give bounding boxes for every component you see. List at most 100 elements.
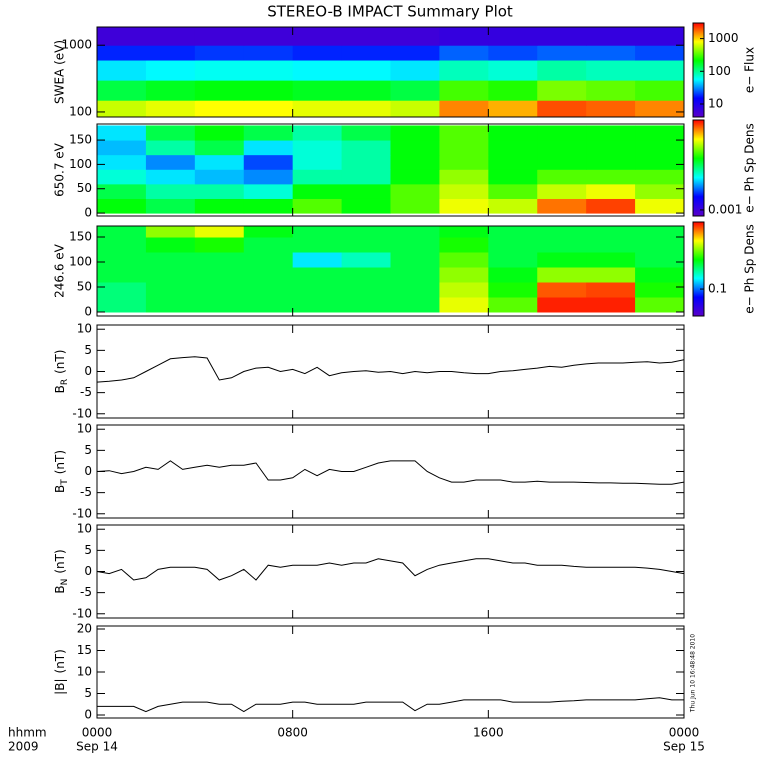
heatmap-cell	[145, 169, 196, 185]
panel-frame	[96, 524, 685, 619]
x-axis-label: 2009	[8, 740, 39, 754]
colorbar-tick-label: 10	[708, 96, 723, 110]
y-axis-label-part: B	[53, 585, 67, 593]
heatmap-cell	[488, 80, 538, 101]
y-tick-label: 5	[84, 543, 92, 557]
y-tick-label: -5	[80, 385, 92, 399]
heatmap-cell	[537, 45, 587, 61]
heatmap-cell	[145, 27, 196, 46]
panel-plot-area	[97, 460, 684, 485]
heatmap-cell	[488, 27, 538, 46]
panel-frame	[96, 625, 685, 719]
heatmap-cell	[390, 183, 440, 199]
heatmap-cell	[145, 267, 196, 283]
heatmap-cell	[586, 154, 636, 170]
y-axis-label-part: B	[53, 385, 67, 393]
y-tick-label: -5	[80, 485, 92, 499]
heatmap-cell	[586, 252, 636, 268]
y-tick-label: 50	[77, 280, 92, 294]
y-tick-label: 150	[69, 133, 92, 147]
heatmap-cell	[194, 267, 245, 283]
heatmap-cell	[537, 125, 587, 141]
heatmap-cell	[292, 154, 343, 170]
y-axis-label: |B| (nT)	[53, 649, 67, 695]
heatmap-cell	[390, 169, 440, 185]
heatmap-cell	[243, 125, 294, 141]
heatmap-cell	[341, 252, 391, 268]
heatmap-cell	[145, 45, 196, 61]
heatmap-cell	[341, 297, 391, 313]
heatmap-cell	[341, 282, 391, 298]
x-date-label: Sep 14	[76, 740, 118, 754]
heatmap-cell	[292, 198, 343, 214]
heatmap-cell	[97, 45, 147, 61]
heatmap-cell	[635, 27, 684, 46]
x-tick-label: 0000	[82, 726, 113, 740]
heatmap-cell	[145, 140, 196, 156]
heatmap-cell	[439, 226, 489, 238]
heatmap-cell	[635, 169, 684, 185]
y-tick-label: 0	[84, 364, 92, 378]
heatmap-cell	[390, 297, 440, 313]
heatmap-cell	[194, 154, 245, 170]
heatmap-cell	[97, 80, 147, 101]
y-axis-label-part: N	[60, 579, 70, 586]
y-axis-label-part: (nT)	[53, 450, 67, 474]
heatmap-cell	[488, 226, 538, 238]
heatmap-cell	[145, 100, 196, 117]
heatmap-cell	[390, 237, 440, 253]
heatmap-cell	[145, 237, 196, 253]
heatmap-cell	[194, 237, 245, 253]
heatmap-cell	[537, 140, 587, 156]
heatmap-cell	[292, 60, 343, 81]
heatmap-cell	[341, 27, 391, 46]
heatmap-cell	[390, 198, 440, 214]
y-axis-label-part: B	[53, 485, 67, 493]
heatmap-cell	[537, 183, 587, 199]
heatmap-cell	[341, 198, 391, 214]
heatmap-cell	[537, 27, 587, 46]
heatmap-cell	[97, 183, 147, 199]
heatmap-cell	[243, 154, 294, 170]
heatmap-cell	[537, 100, 587, 117]
panel-plot-area	[97, 125, 684, 214]
heatmap-cell	[292, 140, 343, 156]
heatmap-cell	[439, 267, 489, 283]
heatmap-cell	[390, 267, 440, 283]
colorbar	[692, 221, 705, 317]
heatmap-cell	[537, 198, 587, 214]
heatmap-cell	[243, 282, 294, 298]
y-axis-label-part: |B|	[53, 678, 67, 694]
panel-frame	[96, 225, 685, 317]
heatmap-cell	[341, 169, 391, 185]
heatmap-cell	[488, 282, 538, 298]
heatmap-cell	[97, 297, 147, 313]
heatmap-cell	[488, 252, 538, 268]
y-tick-label: 100	[69, 157, 92, 171]
heatmap-cell	[292, 100, 343, 117]
heatmap-cell	[194, 100, 245, 117]
heatmap-cell	[145, 125, 196, 141]
colorbar	[692, 119, 705, 217]
heatmap-cell	[586, 140, 636, 156]
y-tick-label: -10	[72, 506, 92, 520]
x-date-label: Sep 15	[663, 740, 705, 754]
heatmap-cell	[292, 252, 343, 268]
heatmap-cell	[243, 60, 294, 81]
heatmap-cell	[390, 60, 440, 81]
heatmap-cell	[488, 140, 538, 156]
heatmap-cell	[390, 45, 440, 61]
heatmap-cell	[145, 60, 196, 81]
heatmap-cell	[243, 198, 294, 214]
heatmap-cell	[194, 183, 245, 199]
heatmap-cell	[390, 252, 440, 268]
heatmap-cell	[341, 226, 391, 238]
y-tick-label: 5	[84, 443, 92, 457]
heatmap-cell	[194, 27, 245, 46]
heatmap-cell	[145, 154, 196, 170]
heatmap-cell	[586, 125, 636, 141]
heatmap-cell	[586, 100, 636, 117]
timestamp: Thu Jun 10 16:48:48 2010	[690, 634, 697, 713]
colorbar-label: e− Ph Sp Dens	[743, 224, 757, 313]
x-tick-label: 0000	[669, 726, 700, 740]
